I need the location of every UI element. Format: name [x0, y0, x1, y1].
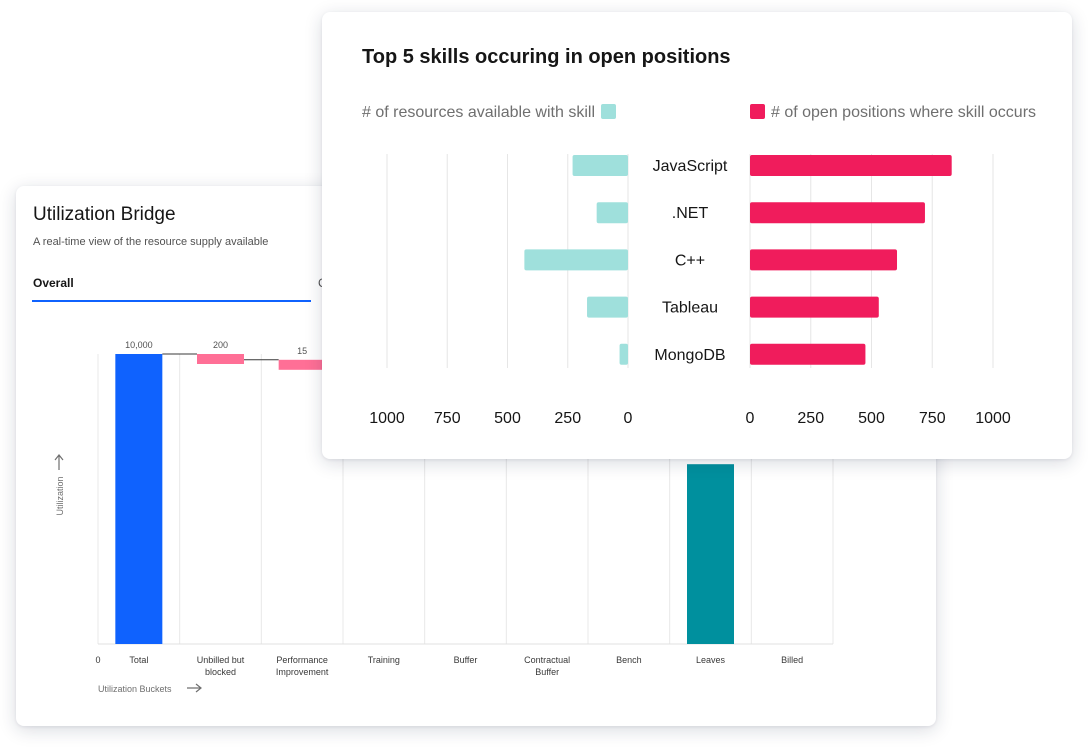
open-positions-bar[interactable]: [750, 249, 898, 271]
legend-resources-swatch: [601, 104, 616, 119]
x-axis-label: Utilization Buckets: [98, 683, 202, 694]
resources-bar[interactable]: [596, 202, 628, 224]
tab-overall-label: Overall: [33, 276, 74, 290]
open-positions-bar[interactable]: [750, 202, 925, 224]
arrow-right-icon: [187, 683, 202, 693]
legend-open-positions-swatch: [750, 104, 765, 119]
x-tick-label: 250: [554, 410, 581, 427]
x-tick-label: Total: [129, 655, 148, 665]
bar-value-label: 10,000: [125, 340, 153, 350]
x-tick-label: Bench: [616, 655, 642, 665]
x-tick-label: Training: [368, 655, 400, 665]
x-tick-label: Buffer: [454, 655, 478, 665]
waterfall-bar[interactable]: [197, 354, 244, 364]
arrow-up-icon: [54, 454, 64, 470]
resources-bar[interactable]: [587, 296, 628, 318]
legend-open-positions-label: # of open positions where skill occurs: [771, 104, 1037, 121]
x-tick-label: Leaves: [696, 655, 726, 665]
legend-resources: # of resources available with skill: [362, 104, 616, 122]
skill-category-label: MongoDB: [654, 347, 725, 364]
skill-category-label: .NET: [672, 205, 709, 222]
tab-overall[interactable]: Overall: [32, 272, 311, 302]
bridge-subtitle: A real-time view of the resource supply …: [33, 236, 269, 248]
resources-bar[interactable]: [619, 343, 628, 365]
butterfly-bar-chart: JavaScript .NET C++ Tableau MongoDB 1000 750 5…: [369, 154, 1011, 427]
x-tick-label: 500: [494, 410, 521, 427]
top-skills-card: Top 5 skills occuring in open positions …: [322, 12, 1072, 459]
skills-title: Top 5 skills occuring in open positions: [362, 46, 731, 68]
waterfall-bar[interactable]: [278, 359, 326, 370]
x-axis-title: Utilization Buckets: [98, 684, 172, 694]
open-positions-bar[interactable]: [750, 296, 879, 318]
legend-resources-label: # of resources available with skill: [362, 104, 595, 121]
x-tick-label: 0: [746, 410, 755, 427]
x-tick-label: Billed: [781, 655, 803, 665]
open-positions-bar[interactable]: [750, 155, 952, 176]
resources-bar[interactable]: [572, 155, 628, 176]
bar-value-label: 15: [297, 346, 307, 356]
x-tick-label: 0: [95, 655, 100, 665]
waterfall-bar[interactable]: [115, 354, 163, 644]
skill-category-label: JavaScript: [653, 158, 728, 175]
legend-open-positions: # of open positions where skill occurs: [750, 104, 1036, 122]
open-positions-bar[interactable]: [750, 343, 866, 365]
waterfall-bar[interactable]: [687, 464, 734, 644]
bridge-title: Utilization Bridge: [33, 204, 176, 225]
y-axis-title: Utilization: [55, 476, 65, 515]
skill-category-label: Tableau: [662, 300, 718, 317]
x-tick-label: 250: [797, 410, 824, 427]
x-tick-label: 0: [624, 410, 633, 427]
x-tick-label: 750: [919, 410, 946, 427]
x-tick-label: Unbilled but blocked: [197, 655, 245, 677]
y-axis-label: Utilization: [54, 454, 65, 516]
x-tick-label: 1000: [975, 410, 1011, 427]
x-tick-label: 1000: [369, 410, 405, 427]
x-tick-label: Contractual Buffer: [524, 655, 570, 677]
skill-category-label: C++: [675, 252, 705, 269]
resources-bar[interactable]: [524, 249, 628, 271]
x-tick-label: 750: [434, 410, 461, 427]
x-tick-label: 500: [858, 410, 885, 427]
waterfall-chart: 10,000 200 15 0 Total Unbilled but blocked Per…: [54, 340, 834, 694]
bar-value-label: 200: [213, 340, 228, 350]
x-tick-label: Performance Improvement: [276, 655, 329, 677]
